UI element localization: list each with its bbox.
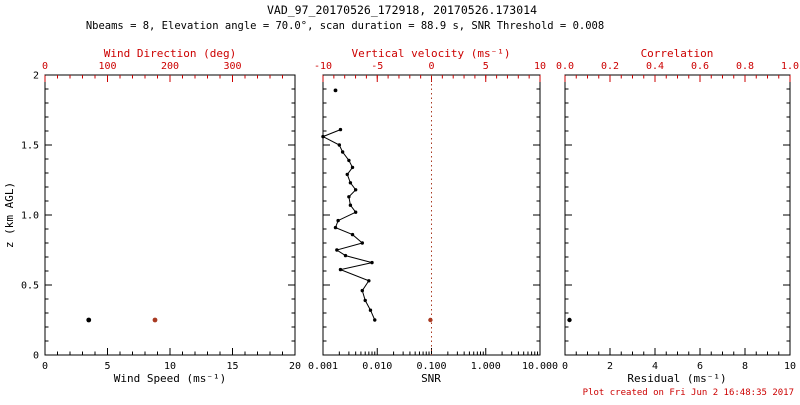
top-tick-label: 0.4 bbox=[646, 61, 664, 72]
snr-profile bbox=[368, 308, 373, 312]
snr-profile bbox=[353, 188, 358, 192]
snr-profile bbox=[321, 134, 325, 139]
snr-profile bbox=[373, 318, 377, 322]
x-tick-label: 6 bbox=[697, 361, 703, 372]
top-tick-label: 0.6 bbox=[691, 61, 709, 72]
plot-subtitle: Nbeams = 8, Elevation angle = 70.0°, sca… bbox=[86, 20, 604, 32]
x-tick-label: 4 bbox=[652, 361, 658, 372]
y-tick-label: 2 bbox=[33, 71, 39, 82]
x-tick-label: 8 bbox=[742, 361, 748, 372]
snr-profile bbox=[336, 218, 340, 223]
snr-profile bbox=[347, 158, 351, 163]
y-axis-label: z (km AGL) bbox=[3, 182, 16, 248]
top-axis-label-vertical-velocity: Vertical velocity (ms⁻¹) bbox=[352, 47, 511, 60]
top-tick-label: 0.8 bbox=[736, 61, 754, 72]
snr-profile bbox=[347, 195, 351, 199]
top-tick-label: 10 bbox=[534, 61, 546, 72]
panel-snr: 0.001 0.010 0.100 1.000 10.000 -10 -5 0 5 10 bbox=[308, 61, 558, 372]
top-tick-label: 0.2 bbox=[601, 61, 619, 72]
snr-profile-line bbox=[321, 129, 376, 321]
panel-border bbox=[44, 74, 296, 356]
top-tick-label: 200 bbox=[161, 61, 179, 72]
top-tick-label: -10 bbox=[314, 61, 332, 72]
panel-border bbox=[564, 74, 791, 356]
y-tick-label: 1.0 bbox=[21, 211, 39, 222]
x-tick-label: 0 bbox=[562, 361, 568, 372]
snr-isolated-point bbox=[333, 88, 338, 93]
bottom-axis-label-snr: SNR bbox=[421, 372, 441, 385]
snr-profile bbox=[343, 253, 348, 258]
residual-point bbox=[567, 317, 572, 323]
x-tick-label: 1.000 bbox=[471, 361, 501, 372]
wind-direction-point bbox=[152, 317, 158, 323]
x-tick-label: 10.000 bbox=[522, 361, 558, 372]
snr-profile bbox=[337, 143, 342, 147]
snr-profile bbox=[338, 267, 343, 272]
vertical-velocity-point bbox=[428, 317, 433, 323]
snr-profile bbox=[370, 260, 374, 265]
bottom-axis-label-wind-speed: Wind Speed (ms⁻¹) bbox=[114, 372, 227, 385]
y-tick-label: 0 bbox=[33, 351, 39, 362]
top-tick-label: 300 bbox=[223, 61, 241, 72]
y-tick-label: 1.5 bbox=[21, 141, 39, 152]
panel-residual: 0 2 4 6 8 10 0.0 0.2 0.4 0.6 0.8 1.0 bbox=[556, 61, 799, 372]
snr-profile bbox=[348, 203, 353, 207]
top-tick-label: 5 bbox=[483, 61, 489, 72]
plot-title: VAD_97_20170526_172918, 20170526.173014 bbox=[267, 3, 537, 17]
top-axis-label-wind-direction: Wind Direction (deg) bbox=[104, 47, 236, 60]
x-tick-label: 0 bbox=[42, 361, 48, 372]
snr-profile bbox=[350, 232, 355, 237]
top-tick-label: 100 bbox=[98, 61, 116, 72]
top-tick-label: 0.0 bbox=[556, 61, 574, 72]
top-tick-label: 0 bbox=[428, 61, 434, 72]
plot-created-timestamp: Plot created on Fri Jun 2 16:48:35 2017 bbox=[583, 388, 794, 398]
snr-profile bbox=[353, 210, 358, 214]
x-tick-label: 15 bbox=[226, 361, 238, 372]
x-tick-label: 5 bbox=[104, 361, 110, 372]
snr-profile bbox=[333, 225, 338, 230]
top-tick-label: 1.0 bbox=[781, 61, 799, 72]
x-tick-label: 10 bbox=[784, 361, 796, 372]
snr-profile bbox=[360, 241, 364, 245]
top-tick-label: 0 bbox=[42, 61, 48, 72]
x-tick-label: 0.100 bbox=[416, 361, 446, 372]
y-tick-label: 0.5 bbox=[21, 281, 39, 292]
x-tick-label: 0.010 bbox=[362, 361, 392, 372]
snr-profile bbox=[335, 248, 339, 252]
top-axis-label-correlation: Correlation bbox=[641, 47, 714, 60]
x-tick-label: 20 bbox=[289, 361, 301, 372]
snr-profile bbox=[348, 181, 353, 185]
snr-profile bbox=[350, 165, 355, 170]
snr-profile bbox=[367, 279, 371, 283]
x-tick-label: 10 bbox=[164, 361, 176, 372]
bottom-axis-label-residual: Residual (ms⁻¹) bbox=[627, 372, 726, 385]
x-tick-label: 2 bbox=[607, 361, 613, 372]
snr-profile bbox=[340, 150, 345, 154]
snr-profile bbox=[360, 288, 364, 293]
x-tick-label: 0.001 bbox=[308, 361, 338, 372]
snr-profile bbox=[338, 127, 343, 132]
wind-speed-point bbox=[86, 317, 92, 323]
snr-profile bbox=[345, 172, 349, 177]
top-tick-label: -5 bbox=[371, 61, 383, 72]
snr-profile bbox=[363, 298, 367, 303]
